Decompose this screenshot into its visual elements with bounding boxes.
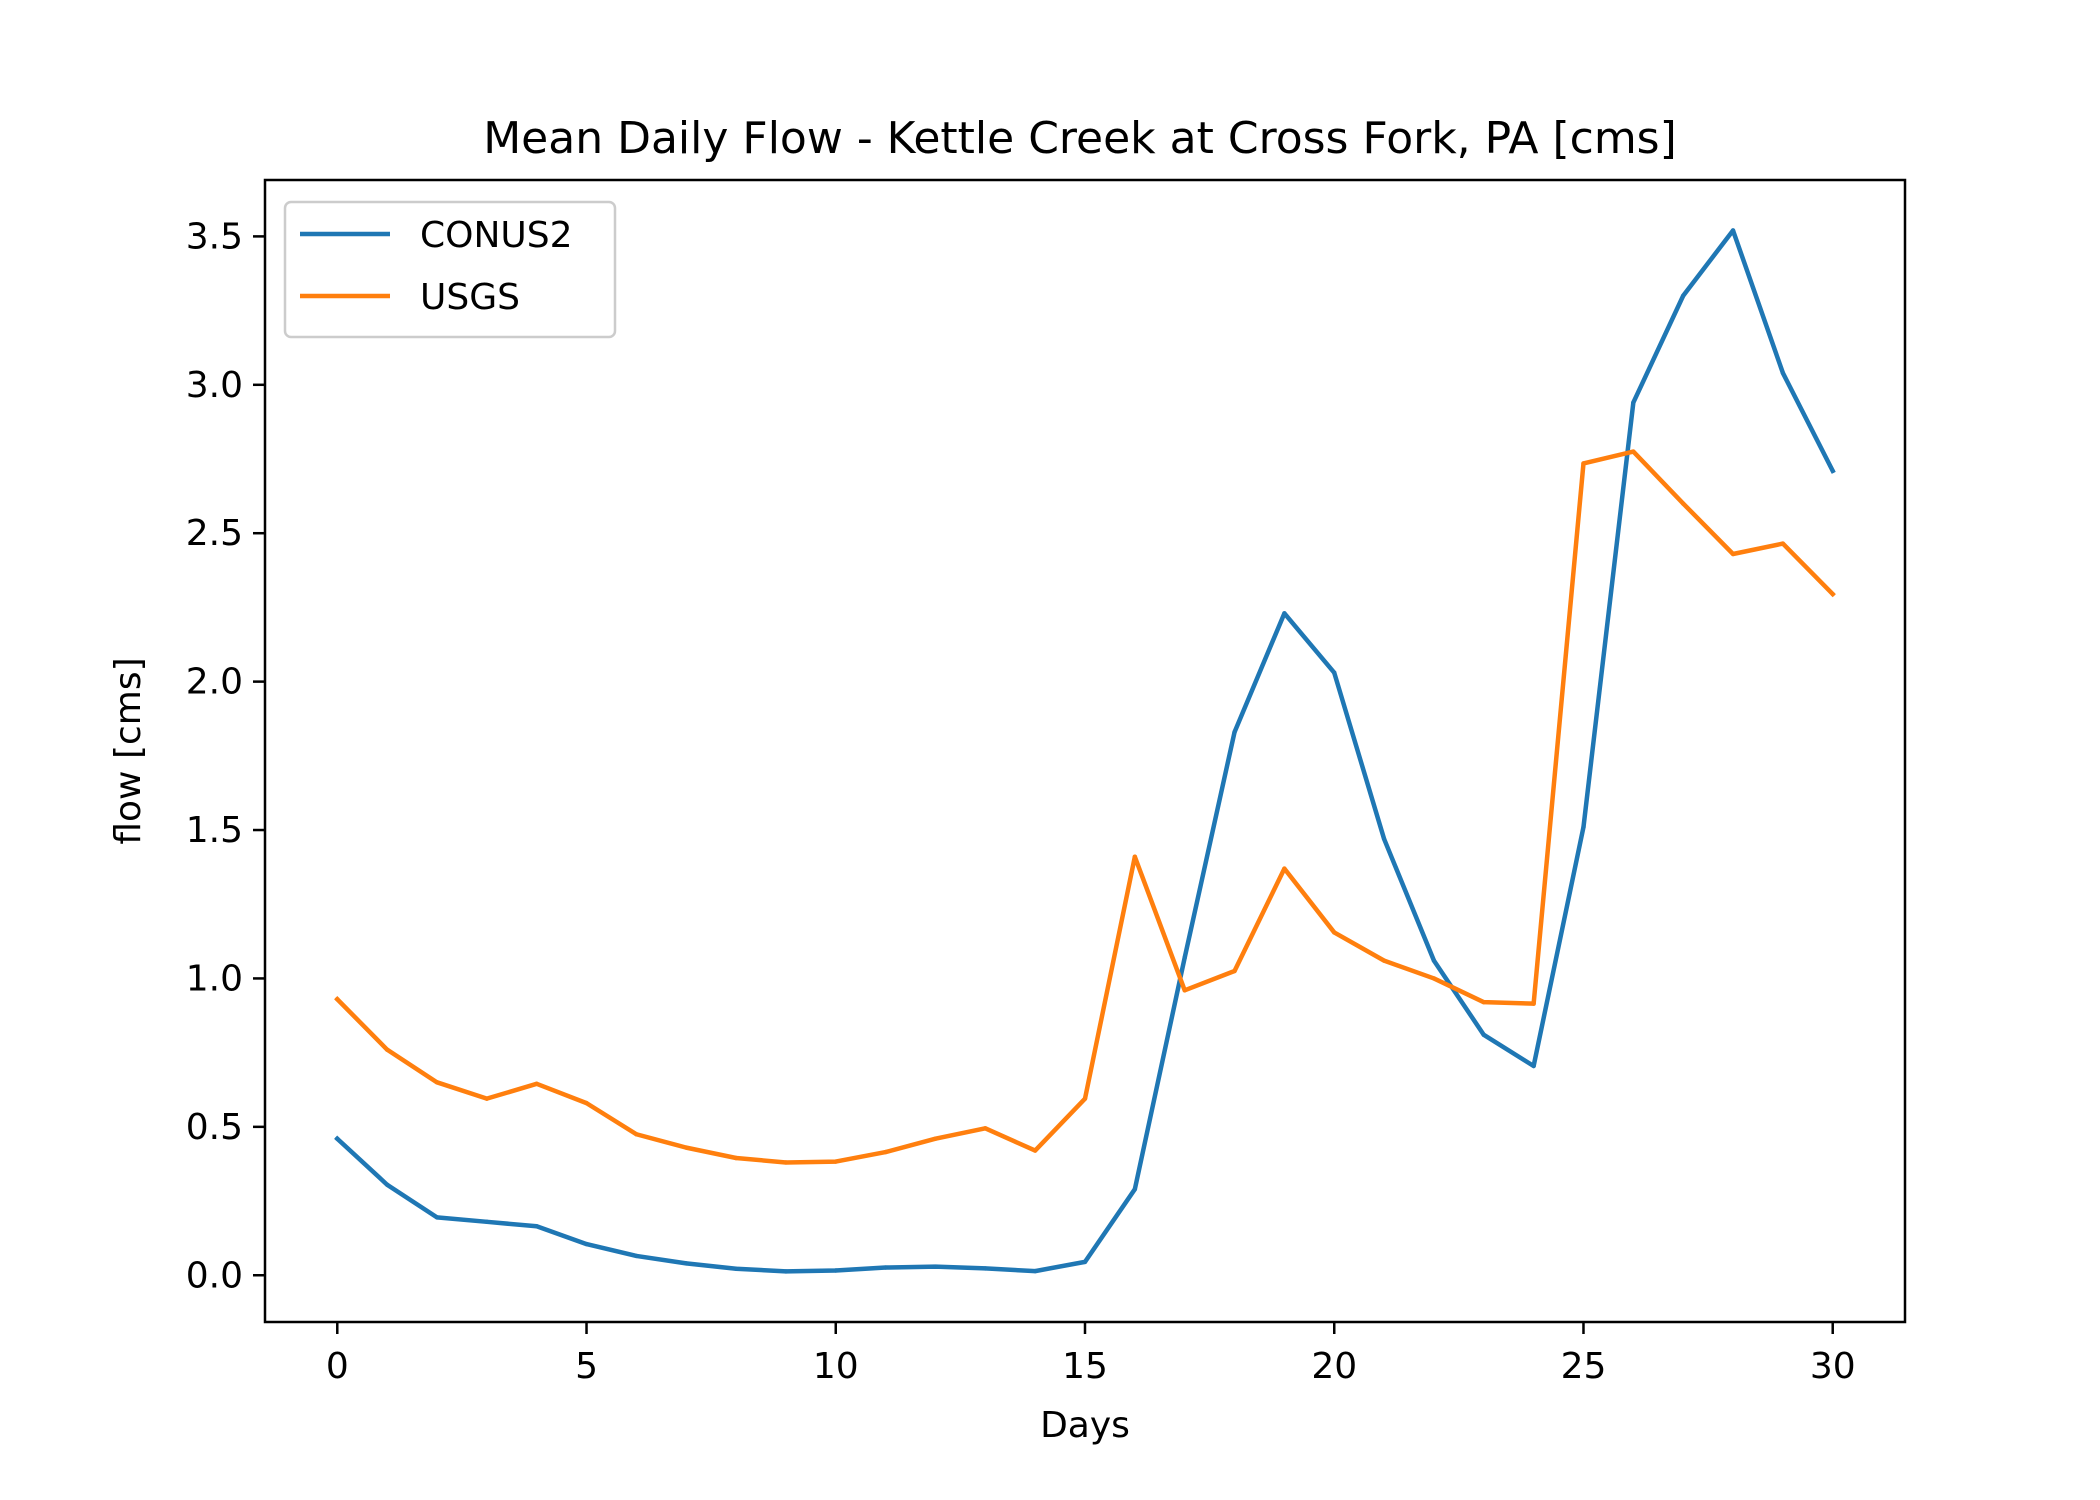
data-point-conus2 xyxy=(335,1136,340,1141)
data-point-usgs xyxy=(1830,591,1835,597)
data-point-conus2 xyxy=(1381,836,1387,842)
data-point-usgs xyxy=(584,1100,589,1106)
data-point-conus2 xyxy=(1431,958,1437,963)
data-point-conus2 xyxy=(1581,824,1586,830)
data-point-conus2 xyxy=(1032,1268,1038,1274)
y-tick-label: 0.5 xyxy=(186,1107,243,1148)
data-point-usgs xyxy=(434,1080,440,1085)
y-axis-label: flow [cms] xyxy=(108,657,149,844)
x-tick-label: 20 xyxy=(1311,1346,1357,1387)
data-point-usgs xyxy=(983,1126,988,1131)
data-point-usgs xyxy=(1631,449,1636,454)
data-point-conus2 xyxy=(534,1224,539,1229)
data-point-conus2 xyxy=(833,1268,838,1273)
data-point-conus2 xyxy=(1132,1186,1138,1192)
data-point-usgs xyxy=(1381,958,1387,963)
data-point-conus2 xyxy=(783,1269,789,1274)
data-point-usgs xyxy=(1730,551,1736,557)
data-point-usgs xyxy=(1282,866,1287,871)
data-point-usgs xyxy=(883,1149,888,1155)
data-point-conus2 xyxy=(1730,228,1736,233)
data-point-conus2 xyxy=(484,1219,490,1225)
data-point-usgs xyxy=(684,1145,689,1150)
legend: CONUS2 USGS xyxy=(283,200,617,339)
data-point-conus2 xyxy=(1531,1063,1536,1069)
data-point-usgs xyxy=(1680,501,1686,506)
data-point-usgs xyxy=(733,1155,739,1161)
data-point-usgs xyxy=(484,1096,490,1101)
x-tick-label: 0 xyxy=(326,1346,349,1387)
data-point-conus2 xyxy=(1631,400,1636,405)
y-tick-label: 0.0 xyxy=(186,1255,243,1296)
x-axis-label: Days xyxy=(1040,1405,1130,1446)
data-point-conus2 xyxy=(983,1266,988,1271)
data-point-conus2 xyxy=(933,1264,938,1269)
data-point-usgs xyxy=(783,1160,789,1165)
y-axis-ticks: 0.0 0.5 1.0 1.5 2.0 2.5 3.0 3.5 xyxy=(186,216,265,1296)
data-point-conus2 xyxy=(1830,468,1835,474)
data-point-conus2 xyxy=(684,1261,689,1266)
data-point-usgs xyxy=(1332,930,1337,935)
data-point-conus2 xyxy=(1481,1032,1486,1038)
data-point-conus2 xyxy=(434,1215,440,1220)
y-tick-label: 2.0 xyxy=(186,662,243,703)
data-point-usgs xyxy=(634,1132,639,1137)
data-point-usgs xyxy=(1182,988,1187,993)
data-point-conus2 xyxy=(733,1266,739,1271)
legend-label-conus2: CONUS2 xyxy=(420,215,573,256)
legend-label-usgs: USGS xyxy=(420,277,520,318)
data-point-usgs xyxy=(335,997,340,1002)
data-point-usgs xyxy=(1032,1148,1038,1153)
x-tick-label: 10 xyxy=(813,1346,859,1387)
x-tick-label: 15 xyxy=(1062,1346,1108,1387)
x-tick-label: 5 xyxy=(575,1346,598,1387)
data-point-usgs xyxy=(1082,1096,1088,1101)
y-tick-label: 1.0 xyxy=(186,958,243,999)
data-point-conus2 xyxy=(1680,293,1686,298)
data-point-usgs xyxy=(534,1081,539,1087)
data-point-conus2 xyxy=(1332,670,1337,675)
data-point-conus2 xyxy=(384,1182,390,1187)
chart-title: Mean Daily Flow - Kettle Creek at Cross … xyxy=(483,113,1677,164)
plot-series xyxy=(334,228,1836,1274)
x-tick-label: 25 xyxy=(1561,1346,1607,1387)
data-point-conus2 xyxy=(1780,370,1786,376)
data-point-usgs xyxy=(384,1047,390,1052)
y-tick-label: 2.5 xyxy=(186,513,243,554)
data-point-conus2 xyxy=(1282,611,1287,616)
y-tick-label: 3.5 xyxy=(186,216,243,257)
data-point-usgs xyxy=(1780,541,1786,546)
data-point-conus2 xyxy=(1182,955,1187,960)
data-point-usgs xyxy=(933,1136,938,1141)
data-point-usgs xyxy=(1581,461,1586,466)
data-point-usgs xyxy=(1431,976,1437,981)
x-axis-ticks: 0 5 10 15 20 25 30 xyxy=(326,1322,1856,1387)
data-point-usgs xyxy=(833,1159,838,1164)
data-point-usgs xyxy=(1531,1001,1536,1006)
data-point-usgs xyxy=(1232,968,1237,974)
data-point-conus2 xyxy=(1232,729,1237,735)
data-point-usgs xyxy=(1481,999,1486,1005)
data-point-conus2 xyxy=(1082,1259,1088,1265)
y-tick-label: 1.5 xyxy=(186,810,243,851)
data-point-usgs xyxy=(1132,854,1138,859)
data-point-conus2 xyxy=(883,1265,888,1270)
data-point-conus2 xyxy=(634,1253,639,1259)
x-tick-label: 30 xyxy=(1810,1346,1856,1387)
data-point-conus2 xyxy=(584,1241,589,1247)
y-tick-label: 3.0 xyxy=(186,365,243,406)
